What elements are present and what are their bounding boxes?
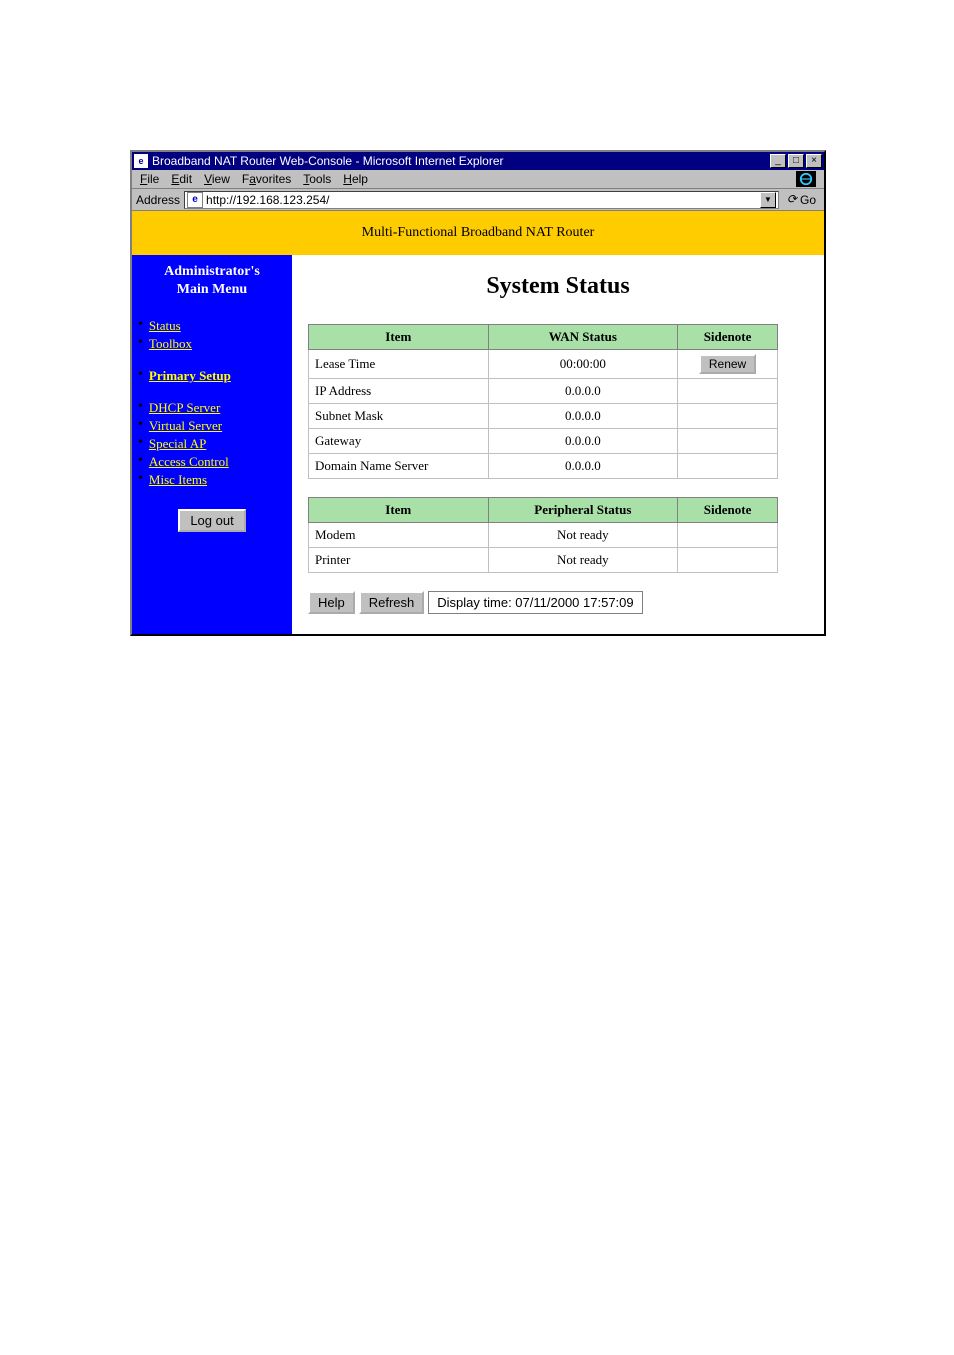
table-row: Modem Not ready [309, 523, 778, 548]
table-row: IP Address 0.0.0.0 [309, 379, 778, 404]
menu-favorites[interactable]: Favorites [242, 172, 291, 186]
table-row: Subnet Mask 0.0.0.0 [309, 404, 778, 429]
table-header-sidenote: Sidenote [678, 498, 778, 523]
refresh-button[interactable]: Refresh [359, 591, 425, 614]
menu-view[interactable]: View [204, 172, 230, 186]
table-row: Domain Name Server 0.0.0.0 [309, 454, 778, 479]
go-label: Go [800, 193, 816, 207]
sidebar-item-access-control[interactable]: Access Control [149, 454, 229, 470]
address-label: Address [136, 193, 180, 207]
minimize-button[interactable]: _ [770, 154, 786, 168]
table-header-status: Peripheral Status [488, 498, 678, 523]
bullet-icon: • [138, 454, 143, 468]
sidebar-item-special-ap[interactable]: Special AP [149, 436, 206, 452]
address-dropdown-icon[interactable]: ▼ [760, 192, 776, 208]
sidebar-group2: • Primary Setup [138, 367, 286, 385]
menu-tools[interactable]: Tools [303, 172, 331, 186]
table-row: Lease Time 00:00:00 Renew [309, 350, 778, 379]
cell-item: Subnet Mask [309, 404, 489, 429]
table-header-item: Item [309, 325, 489, 350]
page-title: System Status [308, 273, 808, 300]
cell-sidenote [678, 379, 778, 404]
renew-button[interactable]: Renew [699, 354, 756, 374]
cell-sidenote [678, 404, 778, 429]
sidebar-title: Administrator's Main Menu [138, 263, 286, 299]
bullet-icon: • [138, 368, 143, 382]
close-button[interactable]: × [806, 154, 822, 168]
main-content: System Status Item WAN Status Sidenote L… [292, 255, 824, 634]
cell-item: Printer [309, 548, 489, 573]
footer-bar: Help Refresh Display time: 07/11/2000 17… [308, 591, 808, 614]
sidebar-item-dhcp[interactable]: DHCP Server [149, 400, 220, 416]
display-time: Display time: 07/11/2000 17:57:09 [428, 591, 642, 614]
cell-item: IP Address [309, 379, 489, 404]
help-button[interactable]: Help [308, 591, 355, 614]
menu-bar: File Edit View Favorites Tools Help [132, 170, 824, 189]
sidebar-title-line1: Administrator's [164, 264, 260, 279]
sidebar-item-toolbox[interactable]: Toolbox [149, 336, 192, 352]
window-titlebar: e Broadband NAT Router Web-Console - Mic… [132, 152, 824, 170]
sidebar-item-primary-setup[interactable]: Primary Setup [149, 368, 231, 384]
go-button[interactable]: ⟳ Go [783, 192, 820, 207]
table-row: Printer Not ready [309, 548, 778, 573]
address-value: http://192.168.123.254/ [206, 193, 329, 207]
window-title: Broadband NAT Router Web-Console - Micro… [152, 154, 504, 168]
table-header-sidenote: Sidenote [678, 325, 778, 350]
sidebar-item-misc[interactable]: Misc Items [149, 472, 207, 488]
sidebar-item-virtual-server[interactable]: Virtual Server [149, 418, 222, 434]
menu-file[interactable]: File [140, 172, 159, 186]
menu-edit[interactable]: Edit [171, 172, 192, 186]
bullet-icon: • [138, 400, 143, 414]
cell-item: Lease Time [309, 350, 489, 379]
bullet-icon: • [138, 318, 143, 332]
cell-status: Not ready [488, 523, 678, 548]
sidebar-item-status[interactable]: Status [149, 318, 181, 334]
cell-item: Modem [309, 523, 489, 548]
wan-status-table: Item WAN Status Sidenote Lease Time 00:0… [308, 324, 778, 479]
cell-sidenote [678, 548, 778, 573]
table-row: Gateway 0.0.0.0 [309, 429, 778, 454]
address-input[interactable]: e http://192.168.123.254/ ▼ [184, 191, 779, 209]
cell-item: Gateway [309, 429, 489, 454]
go-arrow-icon: ⟳ [787, 192, 797, 207]
cell-item: Domain Name Server [309, 454, 489, 479]
cell-sidenote [678, 429, 778, 454]
page-banner: Multi-Functional Broadband NAT Router [132, 211, 824, 255]
cell-status: 00:00:00 [488, 350, 678, 379]
address-bar: Address e http://192.168.123.254/ ▼ ⟳ Go [132, 189, 824, 211]
page-icon: e [187, 192, 203, 208]
sidebar: Administrator's Main Menu • Status • Toolb… [132, 255, 292, 634]
cell-status: Not ready [488, 548, 678, 573]
sidebar-title-line2: Main Menu [177, 282, 247, 297]
table-header-status: WAN Status [488, 325, 678, 350]
sidebar-group1: • Status • Toolbox [138, 317, 286, 353]
cell-status: 0.0.0.0 [488, 429, 678, 454]
table-header-item: Item [309, 498, 489, 523]
ie-icon: e [134, 154, 148, 168]
menu-help[interactable]: Help [343, 172, 368, 186]
ie-throbber-icon [796, 171, 816, 187]
cell-status: 0.0.0.0 [488, 454, 678, 479]
logout-button[interactable]: Log out [178, 509, 245, 532]
cell-sidenote: Renew [678, 350, 778, 379]
cell-status: 0.0.0.0 [488, 379, 678, 404]
browser-window: e Broadband NAT Router Web-Console - Mic… [130, 150, 826, 636]
maximize-button[interactable]: □ [788, 154, 804, 168]
cell-status: 0.0.0.0 [488, 404, 678, 429]
cell-sidenote [678, 523, 778, 548]
cell-sidenote [678, 454, 778, 479]
bullet-icon: • [138, 336, 143, 350]
bullet-icon: • [138, 418, 143, 432]
bullet-icon: • [138, 472, 143, 486]
peripheral-status-table: Item Peripheral Status Sidenote Modem No… [308, 497, 778, 573]
bullet-icon: • [138, 436, 143, 450]
sidebar-group3: • DHCP Server • Virtual Server • Special AP… [138, 399, 286, 489]
